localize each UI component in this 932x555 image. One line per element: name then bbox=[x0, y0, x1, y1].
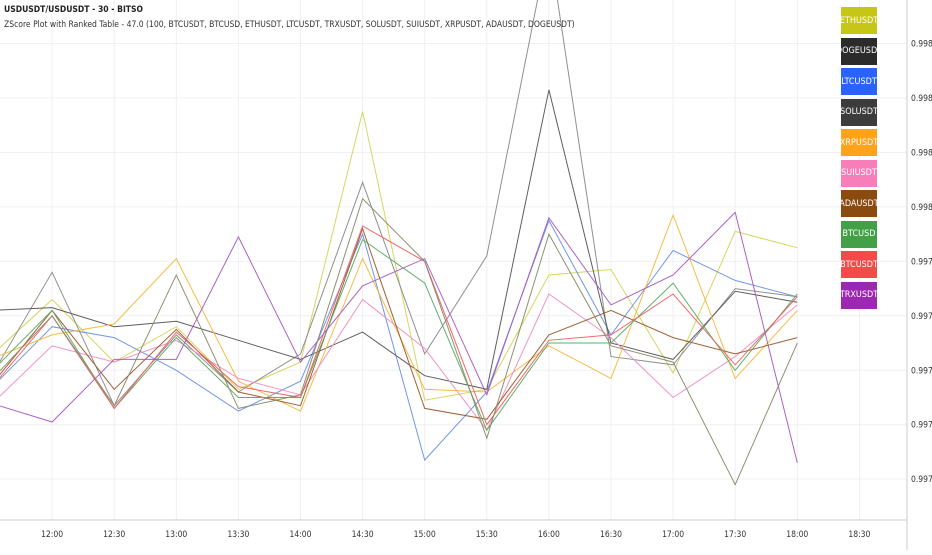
series-line-7 bbox=[0, 227, 798, 420]
legend-item-btcusd: BTCUSD bbox=[841, 220, 877, 248]
x-tick-label: 18:00 bbox=[786, 530, 808, 540]
chart-title: USDUSDT/USDUSDT - 30 - BITSO bbox=[4, 5, 144, 15]
legend-item-solusdt: SOLUSDT bbox=[840, 98, 878, 126]
x-tick-label: 14:00 bbox=[289, 530, 311, 540]
x-tick-label: 12:30 bbox=[103, 530, 125, 540]
series-line-1 bbox=[0, 111, 798, 401]
x-tick-label: 13:00 bbox=[165, 530, 187, 540]
x-tick-label: 15:30 bbox=[476, 530, 498, 540]
series-line-11 bbox=[0, 197, 798, 486]
series-line-8 bbox=[0, 238, 798, 432]
series-line-6 bbox=[0, 293, 798, 432]
legend-item-xrpusdt: XRPUSDT bbox=[840, 129, 878, 156]
y-tick-label: 0.9978 bbox=[911, 257, 932, 267]
legend-item-dogeusdt: DOGEUSDT bbox=[836, 37, 882, 65]
x-tick-label: 14:30 bbox=[352, 530, 374, 540]
y-tick-label: 0.9984 bbox=[911, 94, 932, 104]
x-tick-label: 15:00 bbox=[414, 530, 436, 540]
y-tick-label: 0.9972 bbox=[911, 421, 932, 431]
x-tick-label: 13:30 bbox=[227, 530, 249, 540]
x-tick-label: 16:30 bbox=[600, 530, 622, 540]
series-line-3 bbox=[0, 219, 798, 462]
indicator-subtitle: ZScore Plot with Ranked Table - 47.0 (10… bbox=[4, 20, 575, 30]
series-line-10 bbox=[0, 211, 798, 463]
x-tick-label: 18:30 bbox=[848, 530, 870, 540]
y-tick-label: 0.9982 bbox=[911, 148, 932, 158]
series-line-9 bbox=[0, 225, 798, 426]
legend-item-btcusdt: BTCUSDT bbox=[840, 251, 878, 278]
y-tick-label: 0.9974 bbox=[911, 366, 932, 376]
series-line-2 bbox=[0, 0, 798, 407]
x-tick-label: 17:30 bbox=[724, 530, 746, 540]
series-line-5 bbox=[0, 213, 798, 412]
legend-item-ltcusdt: LTCUSDT bbox=[841, 68, 877, 95]
y-tick-label: 0.9986 bbox=[911, 40, 932, 50]
legend-item-ethusdt: ETHUSDT bbox=[840, 7, 878, 34]
x-tick-label: 17:00 bbox=[662, 530, 684, 540]
legend-item-adausdt: ADAUSDT bbox=[839, 190, 879, 217]
legend-item-trxusdt: TRXUSDT bbox=[840, 281, 878, 309]
series-lines bbox=[0, 0, 798, 486]
y-tick-label: 0.9976 bbox=[911, 312, 932, 322]
legend-item-suiusdt: SUIUSDT bbox=[841, 159, 877, 187]
series-line-4 bbox=[0, 89, 798, 390]
grid-lines bbox=[0, 0, 907, 520]
x-tick-label: 12:00 bbox=[41, 530, 63, 540]
x-tick-label: 16:00 bbox=[538, 530, 560, 540]
